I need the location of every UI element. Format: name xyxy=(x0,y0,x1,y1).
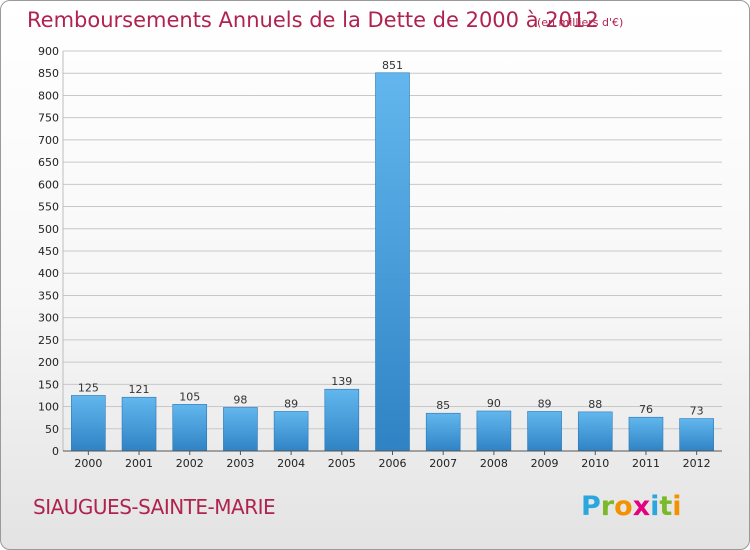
bars: 125 121 105 98 89 139 851 85 90 89 88 76 73 xyxy=(71,59,714,452)
x-tick-label: 2005 xyxy=(328,457,356,470)
x-tick-label: 2010 xyxy=(581,457,609,470)
bar-2002 xyxy=(172,404,208,452)
y-tick-label: 100 xyxy=(38,401,59,414)
data-label-2005: 139 xyxy=(331,375,352,388)
data-label-2002: 105 xyxy=(179,390,200,403)
bar-2006 xyxy=(375,72,410,452)
x-tick-label: 2000 xyxy=(74,457,102,470)
bar-2005 xyxy=(324,388,360,452)
logo-letter: i xyxy=(650,491,660,522)
logo-letter: i xyxy=(672,491,682,522)
y-axis-ticks: 0 50 100 150 200 250 300 350 400 450 500 550 600 650 7… xyxy=(38,45,59,458)
proxiti-logo[interactable]: Proxiti xyxy=(581,491,682,522)
data-label-2001: 121 xyxy=(129,383,150,396)
logo-letter: P xyxy=(581,491,601,522)
y-tick-label: 650 xyxy=(38,156,59,169)
bar-2007 xyxy=(425,412,461,452)
bar-2003 xyxy=(223,407,258,452)
y-tick-label: 500 xyxy=(38,223,59,236)
x-tick-label: 2006 xyxy=(379,457,407,470)
x-tick-label: 2008 xyxy=(480,457,508,470)
data-label-2004: 89 xyxy=(284,397,298,410)
data-label-2012: 73 xyxy=(690,405,704,418)
logo-letter: r xyxy=(600,491,615,522)
y-tick-label: 700 xyxy=(38,134,59,147)
x-tick-label: 2002 xyxy=(176,457,204,470)
bar-2012 xyxy=(679,418,714,452)
y-tick-label: 600 xyxy=(38,178,59,191)
logo-letter: t xyxy=(659,491,673,522)
data-label-2009: 89 xyxy=(538,397,552,410)
data-label-2006: 851 xyxy=(382,59,403,72)
x-axis-ticks: 2000 2001 2002 2003 2004 2005 2006 2007 2008 2009… xyxy=(63,450,722,470)
y-tick-label: 550 xyxy=(38,201,59,214)
y-tick-label: 750 xyxy=(38,112,59,125)
bar-2011 xyxy=(628,416,664,452)
bar-2008 xyxy=(476,410,512,452)
y-tick-label: 900 xyxy=(38,45,59,58)
y-tick-label: 350 xyxy=(38,289,59,302)
data-label-2011: 76 xyxy=(639,403,653,416)
x-tick-label: 2004 xyxy=(277,457,305,470)
y-tick-label: 200 xyxy=(38,356,59,369)
x-tick-label: 2011 xyxy=(632,457,660,470)
bar-2001 xyxy=(121,396,157,452)
data-label-2003: 98 xyxy=(233,393,247,406)
data-label-2000: 125 xyxy=(78,381,99,394)
x-tick-label: 2009 xyxy=(531,457,559,470)
y-tick-label: 300 xyxy=(38,312,59,325)
y-tick-label: 150 xyxy=(38,378,59,391)
bar-2000 xyxy=(71,395,106,452)
data-label-2008: 90 xyxy=(487,397,501,410)
logo-letter: x xyxy=(632,491,651,522)
chart-title: Remboursements Annuels de la Dette de 20… xyxy=(27,8,599,32)
y-tick-label: 50 xyxy=(45,423,59,436)
y-tick-label: 800 xyxy=(38,89,59,102)
bar-2004 xyxy=(273,411,309,452)
data-label-2010: 88 xyxy=(588,398,602,411)
y-tick-label: 850 xyxy=(38,67,59,80)
x-tick-label: 2007 xyxy=(429,457,457,470)
x-tick-label: 2003 xyxy=(226,457,254,470)
logo-letter: o xyxy=(614,491,633,522)
bar-2010 xyxy=(577,411,613,452)
y-tick-label: 450 xyxy=(38,245,59,258)
x-tick-label: 2012 xyxy=(683,457,711,470)
x-tick-label: 2001 xyxy=(125,457,153,470)
y-tick-label: 250 xyxy=(38,334,59,347)
data-label-2007: 85 xyxy=(436,399,450,412)
location-name: SIAUGUES-SAINTE-MARIE xyxy=(33,495,276,519)
y-tick-label: 0 xyxy=(52,445,59,458)
bar-2009 xyxy=(527,411,562,452)
y-tick-label: 400 xyxy=(38,267,59,280)
chart-unit: (en milliers d'€) xyxy=(537,16,624,29)
